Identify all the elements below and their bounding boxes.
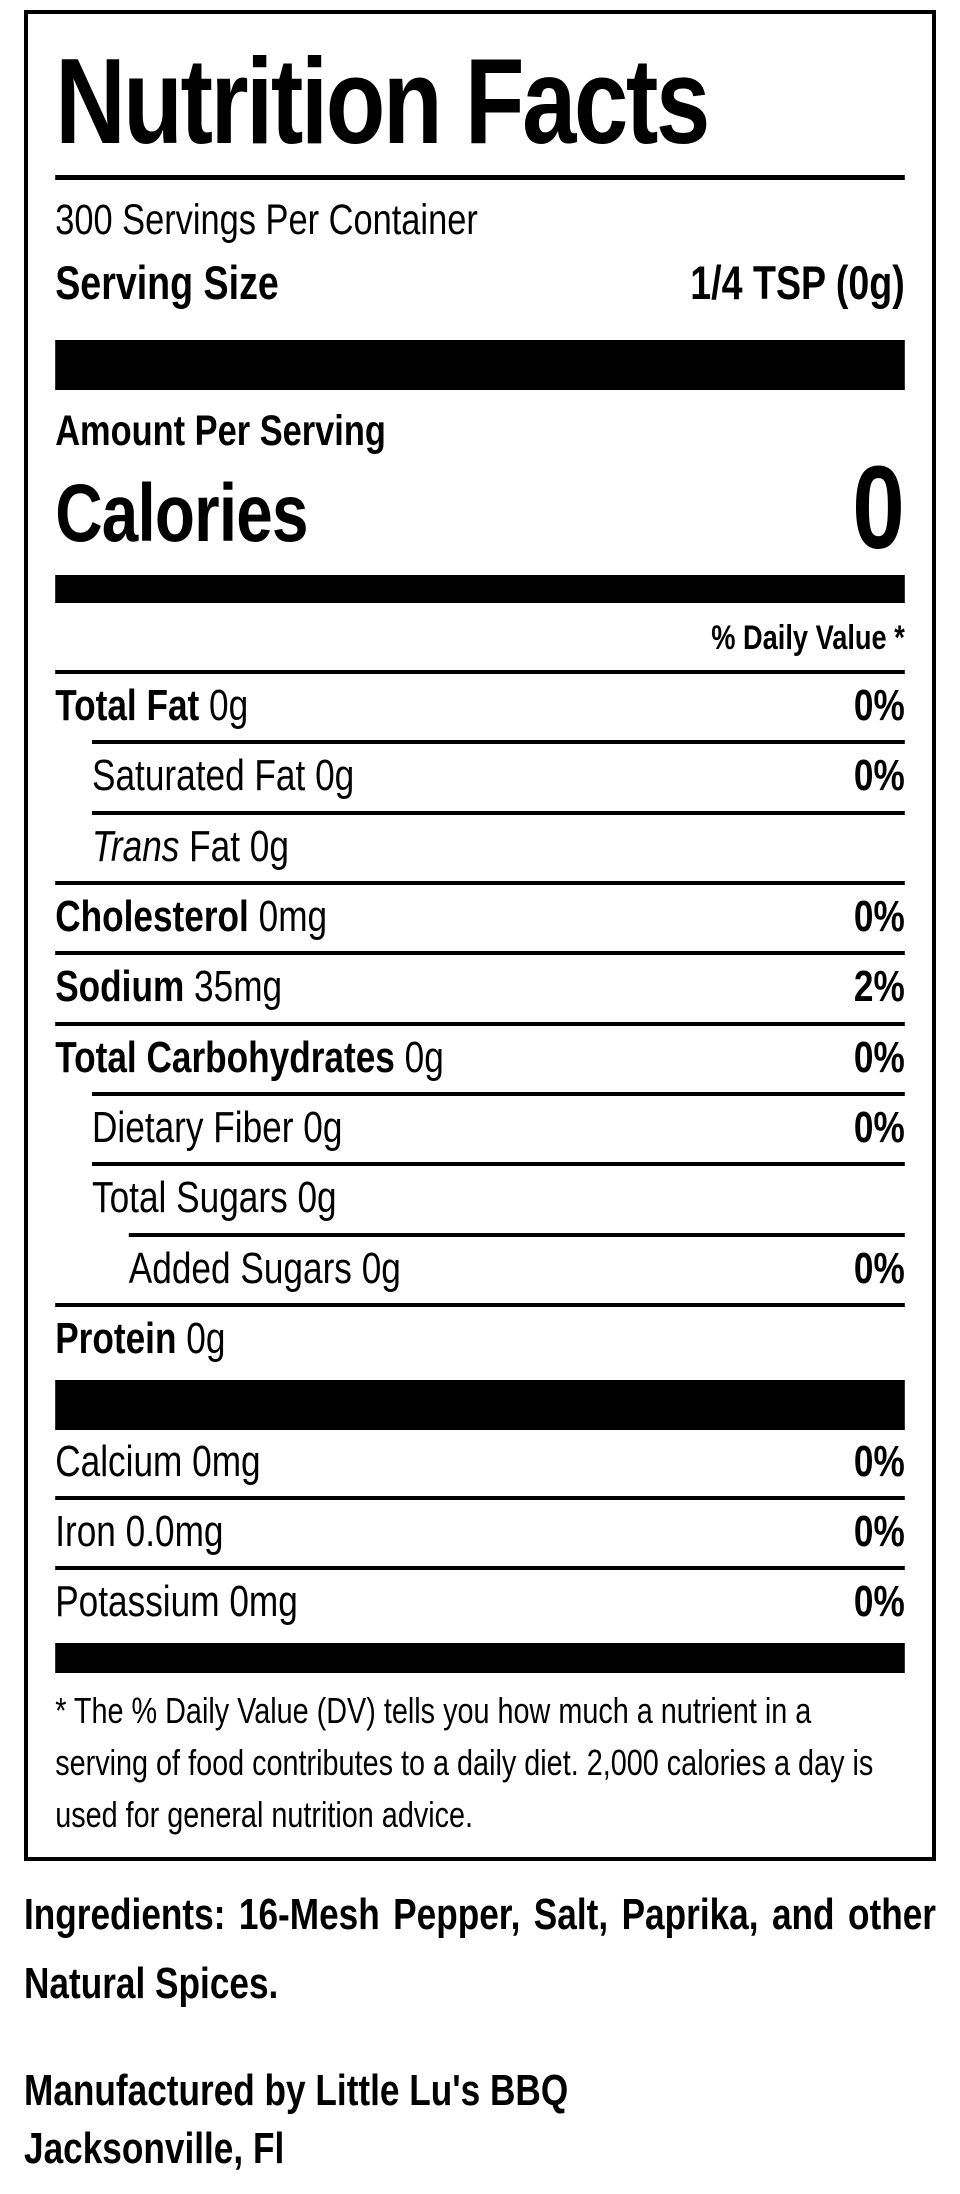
- servings-per-container: 300 Servings Per Container: [55, 195, 478, 244]
- nutrient-row: Calcium 0mg 0%: [55, 1430, 905, 1496]
- nutrient-name: Sodium: [55, 962, 185, 1012]
- nutrient-name: Total Sugars: [92, 1173, 288, 1223]
- nutrient-row: Potassium 0mg 0%: [55, 1566, 905, 1636]
- daily-value-percent: 0%: [853, 891, 905, 941]
- divider-bar-medium: [55, 574, 905, 603]
- nutrient-amount: 0g: [315, 751, 355, 801]
- serving-size-row: Serving Size 1/4 TSP (0g): [55, 254, 905, 313]
- daily-value-percent: 0%: [853, 1243, 905, 1293]
- nutrient-row: Added Sugars 0g 0%: [128, 1232, 905, 1303]
- nutrient-name: Total Carbohydrates: [55, 1032, 395, 1082]
- nutrient-row: Saturated Fat 0g 0%: [92, 740, 905, 810]
- daily-value-percent: 0%: [853, 1436, 905, 1486]
- nutrient-amount: 0g: [404, 1032, 444, 1082]
- nutrient-name: Dietary Fiber: [92, 1103, 294, 1153]
- nutrient-amount: 0.0mg: [125, 1507, 224, 1557]
- nutrient-text: Potassium 0mg: [55, 1578, 298, 1626]
- daily-value-percent: 0%: [853, 1032, 905, 1082]
- nutrient-row: Total Sugars 0g: [92, 1162, 905, 1232]
- nutrient-row: Total Carbohydrates 0g 0%: [55, 1021, 905, 1092]
- ingredients-text: Ingredients: 16-Mesh Pepper, Salt, Papri…: [24, 1890, 936, 2008]
- nutrient-row: Trans Fat 0g: [92, 810, 905, 881]
- nutrient-table: Total Fat 0g 0% Saturated Fat 0g 0% Trans Fa…: [55, 674, 905, 1374]
- nutrient-row: Dietary Fiber 0g 0%: [92, 1092, 905, 1162]
- nutrient-text: Total Fat 0g: [55, 680, 249, 730]
- nutrient-name: Calcium: [55, 1436, 183, 1486]
- nutrient-name: Trans: [92, 821, 180, 871]
- nutrient-text: Iron 0.0mg: [55, 1507, 224, 1557]
- nutrient-text: Total Sugars 0g: [92, 1174, 337, 1222]
- nutrient-text: Saturated Fat 0g: [92, 751, 355, 801]
- calories-row: Calories 0: [55, 441, 905, 574]
- nutrient-name: Saturated Fat: [92, 751, 306, 801]
- nutrient-amount: Fat 0g: [189, 821, 289, 871]
- divider-bar-thick: [55, 340, 905, 391]
- nutrient-amount: 0mg: [192, 1436, 261, 1486]
- panel-title: Nutrition Facts: [55, 33, 710, 169]
- nutrient-text: Calcium 0mg: [55, 1436, 261, 1486]
- nutrient-name: Protein: [55, 1314, 177, 1364]
- calories-value: 0: [852, 441, 905, 574]
- manufacturer-line2: Jacksonville, Fl: [24, 2123, 285, 2173]
- amount-per-serving-label: Amount Per Serving: [55, 407, 386, 456]
- nutrient-row: Sodium 35mg 2%: [55, 951, 905, 1021]
- daily-value-percent: 0%: [853, 1577, 905, 1627]
- nutrient-name: Iron: [55, 1507, 116, 1557]
- nutrient-amount: 0mg: [258, 891, 328, 941]
- daily-value-percent: 2%: [853, 962, 905, 1012]
- daily-value-header: % Daily Value *: [55, 603, 905, 674]
- nutrient-text: Sodium 35mg: [55, 963, 282, 1011]
- nutrient-text: Protein 0g: [55, 1315, 225, 1363]
- daily-value-footnote: * The % Daily Value (DV) tells you how m…: [55, 1689, 874, 1836]
- nutrient-text: Total Carbohydrates 0g: [55, 1032, 444, 1082]
- nutrition-facts-panel: Nutrition Facts 300 Servings Per Contain…: [24, 10, 936, 1862]
- serving-size-label: Serving Size: [55, 255, 279, 309]
- nutrient-row: Iron 0.0mg 0%: [55, 1496, 905, 1566]
- nutrient-amount: 0g: [186, 1314, 226, 1364]
- manufacturer-block: Manufactured by Little Lu's BBQ Jacksonv…: [24, 2062, 936, 2178]
- nutrient-amount: 0g: [361, 1243, 401, 1293]
- daily-value-percent: 0%: [853, 1507, 905, 1557]
- nutrient-amount: 0g: [297, 1173, 337, 1223]
- nutrient-name: Potassium: [55, 1577, 220, 1627]
- mineral-table: Calcium 0mg 0% Iron 0.0mg 0% Potassium 0mg 0%: [55, 1430, 905, 1637]
- nutrient-name: Total Fat: [55, 680, 200, 730]
- title-divider: [55, 174, 905, 180]
- nutrient-amount: 0mg: [229, 1577, 298, 1627]
- daily-value-percent: 0%: [853, 680, 905, 730]
- nutrient-name: Cholesterol: [55, 891, 249, 941]
- daily-value-percent: 0%: [853, 751, 905, 801]
- divider-bar-thick: [55, 1379, 905, 1430]
- nutrient-row: Protein 0g: [55, 1303, 905, 1373]
- nutrient-amount: 0g: [209, 680, 249, 730]
- nutrient-row: Cholesterol 0mg 0%: [55, 880, 905, 951]
- manufacturer-line1: Manufactured by Little Lu's BBQ: [24, 2065, 569, 2115]
- nutrient-amount: 0g: [303, 1103, 343, 1153]
- divider-bar-thick: [55, 1642, 905, 1673]
- nutrient-text: Cholesterol 0mg: [55, 891, 328, 941]
- nutrient-text: Trans Fat 0g: [92, 821, 289, 871]
- nutrient-amount: 35mg: [194, 962, 283, 1012]
- nutrient-row: Total Fat 0g 0%: [55, 674, 905, 740]
- daily-value-percent: 0%: [853, 1103, 905, 1153]
- nutrient-text: Added Sugars 0g: [128, 1243, 401, 1293]
- nutrient-name: Added Sugars: [128, 1243, 352, 1293]
- calories-label: Calories: [55, 467, 308, 559]
- serving-size-value: 1/4 TSP (0g): [690, 255, 905, 309]
- nutrient-text: Dietary Fiber 0g: [92, 1103, 343, 1153]
